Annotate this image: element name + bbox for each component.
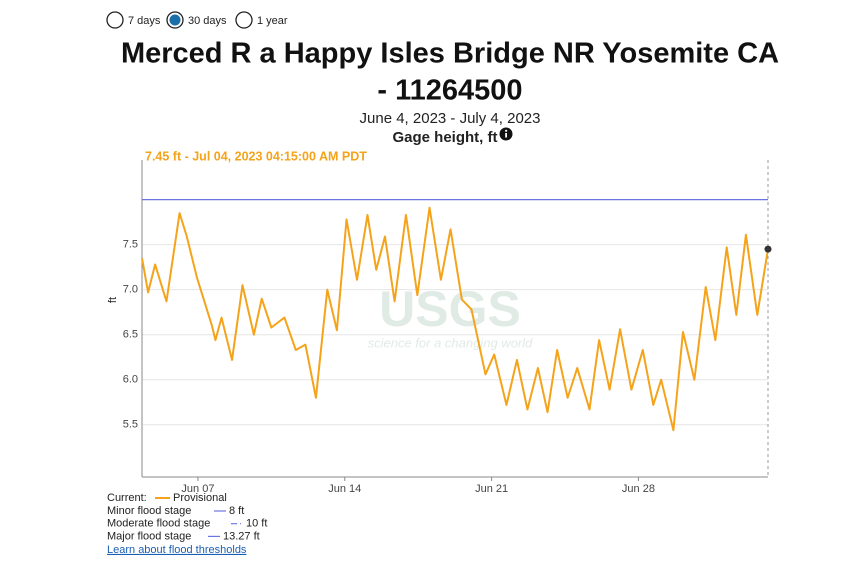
y-tick-label: 6.0	[123, 374, 138, 386]
data-line	[141, 206, 769, 432]
y-tick-label: 7.0	[123, 284, 138, 296]
legend-label: Moderate flood stage	[107, 518, 210, 530]
legend-value: 13.27 ft	[223, 530, 260, 542]
x-tick-label: Jun 14	[328, 483, 361, 495]
chart-subtitle: June 4, 2023 - July 4, 2023	[360, 110, 541, 127]
x-tick-label: Jun 28	[622, 483, 655, 495]
range-option[interactable]: 30 days	[166, 11, 227, 29]
radio-label: 30 days	[188, 15, 227, 27]
y-axis-label: ft	[107, 297, 119, 303]
watermark: USGS science for a changing world	[368, 281, 534, 350]
flood-link[interactable]: Learn about flood thresholds	[107, 544, 247, 556]
legend-value: 8 ft	[229, 505, 244, 517]
hover-label: 7.45 ft - Jul 04, 2023 04:15:00 AM PDT	[145, 149, 367, 163]
watermark-tagline: science for a changing world	[368, 335, 534, 350]
radio-label: 1 year	[257, 15, 288, 27]
range-option[interactable]: 1 year	[235, 11, 288, 29]
y-tick-label: 7.5	[123, 239, 138, 251]
legend-label: Minor flood stage	[107, 505, 191, 517]
legend-value: 10 ft	[246, 518, 267, 530]
watermark-logo: USGS	[379, 281, 521, 337]
legend-label: Major flood stage	[107, 530, 191, 542]
x-tick-label: Jun 07	[181, 483, 214, 495]
radio-button	[235, 11, 253, 29]
info-icon[interactable]	[499, 127, 513, 141]
radio-button	[106, 11, 124, 29]
radio-dot	[169, 14, 181, 26]
range-option[interactable]: 7 days	[106, 11, 161, 29]
chart-title: Merced R a Happy Isles Bridge NR Yosemit…	[121, 38, 779, 70]
x-tick-label: Jun 21	[475, 483, 508, 495]
flood-link-text: Learn about flood thresholds	[107, 544, 247, 556]
radio-label: 7 days	[128, 15, 161, 27]
legend-title: Current:	[107, 492, 147, 504]
chart-title: - 11264500	[377, 75, 522, 107]
y-tick-label: 6.5	[123, 329, 138, 341]
hover-point	[764, 245, 772, 253]
legend-label: Provisional	[173, 492, 227, 504]
parameter-label: Gage height, ft	[393, 129, 498, 146]
y-tick-label: 5.5	[123, 419, 138, 431]
